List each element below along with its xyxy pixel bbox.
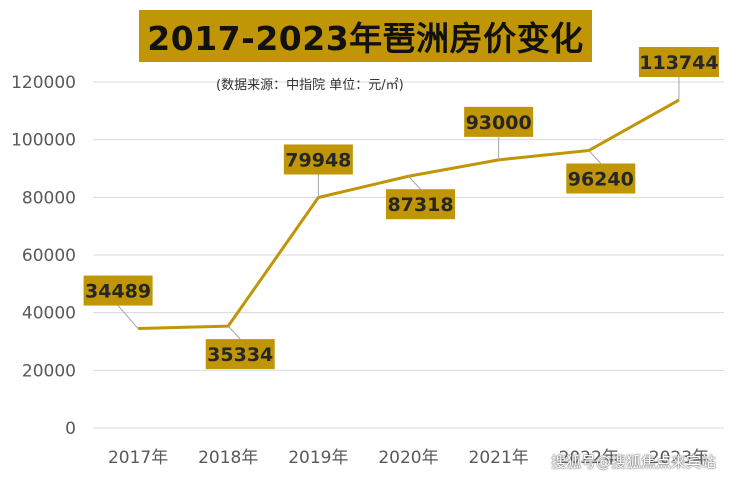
data-label: 79948 xyxy=(285,149,351,171)
data-label-box xyxy=(386,189,455,220)
data-label-box xyxy=(83,275,153,306)
data-label-box xyxy=(566,163,636,194)
data-label: 113744 xyxy=(639,52,718,74)
data-label: 96240 xyxy=(568,169,634,191)
watermark-text: 搜狐号@搜狐焦点来宾站 xyxy=(551,453,717,471)
data-label: 34489 xyxy=(85,281,151,303)
data-label-leader xyxy=(117,305,139,329)
y-tick-label: 100000 xyxy=(11,131,76,151)
x-tick-label: 2022年 xyxy=(559,448,619,468)
data-label-box xyxy=(283,144,353,175)
y-tick-label: 20000 xyxy=(22,361,76,381)
chart-subtitle: (数据来源：中指院 单位：元/㎡) xyxy=(216,78,404,93)
x-tick-label: 2017年 xyxy=(108,448,168,468)
data-label: 93000 xyxy=(466,112,532,134)
chart-title: 2017-2023年琶洲房价变化 xyxy=(139,10,592,62)
data-label: 35334 xyxy=(207,344,273,366)
data-label-leader xyxy=(227,325,241,340)
y-tick-label: 0 xyxy=(65,419,76,439)
data-label-box xyxy=(205,339,275,370)
x-tick-label: 2019年 xyxy=(288,448,348,468)
data-label-leader xyxy=(408,175,421,190)
data-label-leader xyxy=(588,150,602,164)
x-tick-label: 2020年 xyxy=(378,448,438,468)
x-tick-label: 2018年 xyxy=(198,448,258,468)
y-tick-label: 60000 xyxy=(22,246,76,266)
x-tick-label: 2023年 xyxy=(649,448,709,468)
data-label-box xyxy=(638,47,719,78)
data-label-box xyxy=(464,106,534,137)
x-tick-label: 2021年 xyxy=(469,448,529,468)
y-tick-label: 80000 xyxy=(22,188,76,208)
data-label: 87318 xyxy=(387,194,453,216)
y-tick-label: 40000 xyxy=(22,304,76,324)
y-tick-label: 120000 xyxy=(11,73,76,93)
